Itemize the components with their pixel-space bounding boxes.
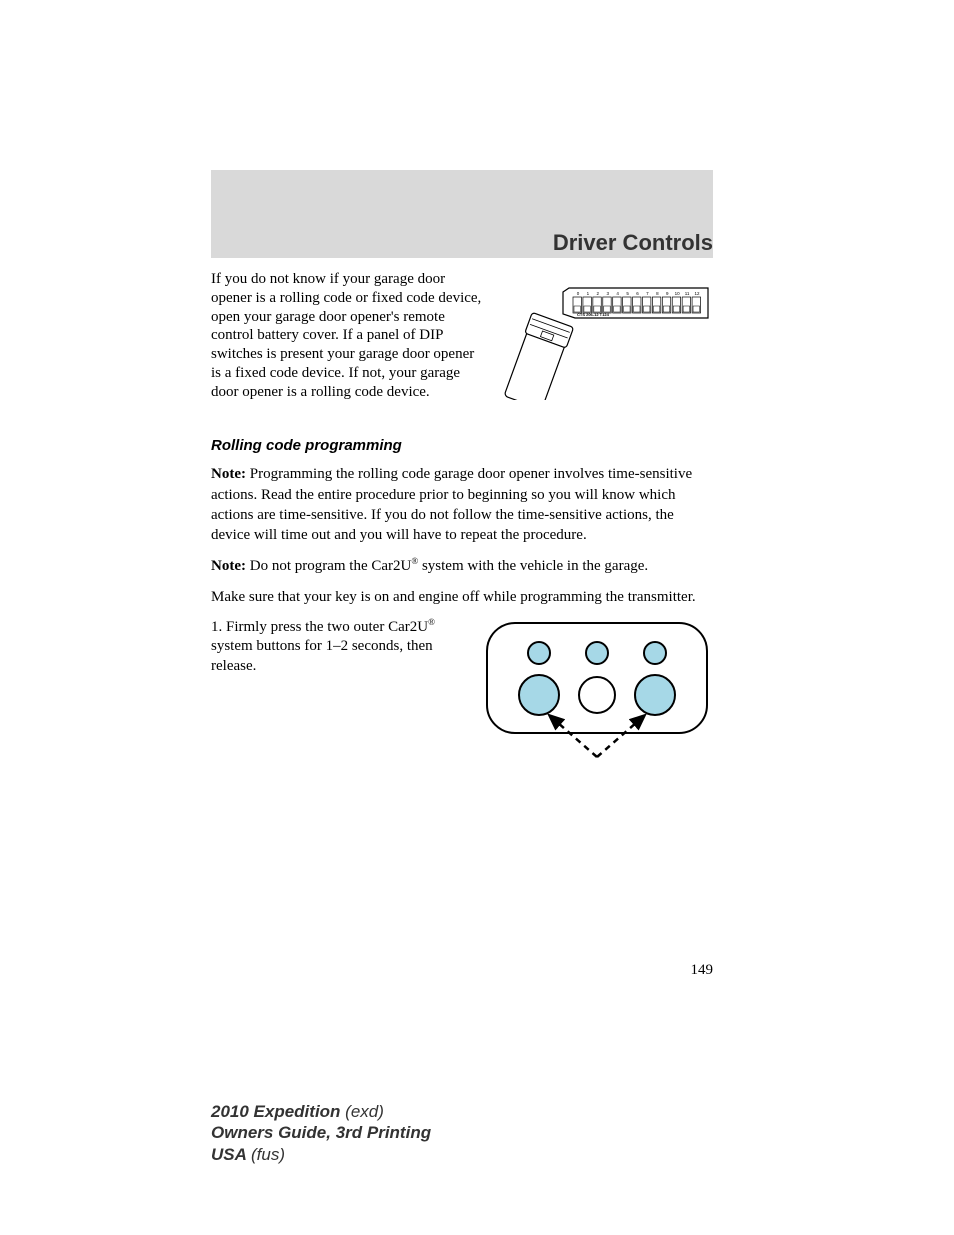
step-1: 1. Firmly press the two outer Car2U® sys…: [211, 617, 469, 767]
footer-region: USA: [211, 1145, 251, 1164]
registered-mark: ®: [428, 617, 435, 627]
section-title: Driver Controls: [553, 230, 713, 256]
footer-region-code: (fus): [251, 1145, 285, 1164]
footer-code: (exd): [345, 1102, 384, 1121]
note-1: Note: Programming the rolling code garag…: [211, 464, 713, 545]
note-label: Note:: [211, 558, 246, 574]
note-2: Note: Do not program the Car2U® system w…: [211, 555, 713, 576]
svg-text:10: 10: [675, 291, 681, 296]
step-1-text-a: 1. Firmly press the two outer Car2U: [211, 619, 428, 635]
page-content: If you do not know if your garage door o…: [211, 270, 713, 767]
car2u-diagram: [481, 617, 713, 767]
footer-model: 2010 Expedition: [211, 1102, 345, 1121]
dip-switch-diagram: 0123456789101112CTS 206-12 T124: [498, 270, 713, 400]
page-number: 149: [691, 962, 714, 979]
intro-paragraph: If you do not know if your garage door o…: [211, 270, 486, 401]
note-1-text: Programming the rolling code garage door…: [211, 466, 692, 543]
subheading-rolling-code: Rolling code programming: [211, 437, 713, 454]
note-2-text-b: system with the vehicle in the garage.: [418, 558, 648, 574]
keyon-paragraph: Make sure that your key is on and engine…: [211, 587, 713, 607]
svg-text:11: 11: [685, 291, 690, 296]
footer-guide: Owners Guide, 3rd Printing: [211, 1123, 431, 1142]
step-1-text-b: system buttons for 1–2 seconds, then rel…: [211, 638, 433, 674]
note-label: Note:: [211, 466, 246, 482]
svg-text:12: 12: [695, 291, 701, 296]
footer: 2010 Expedition (exd) Owners Guide, 3rd …: [211, 1101, 431, 1165]
note-2-text-a: Do not program the Car2U: [246, 558, 411, 574]
svg-text:CTS 206-12 T124: CTS 206-12 T124: [577, 312, 610, 317]
